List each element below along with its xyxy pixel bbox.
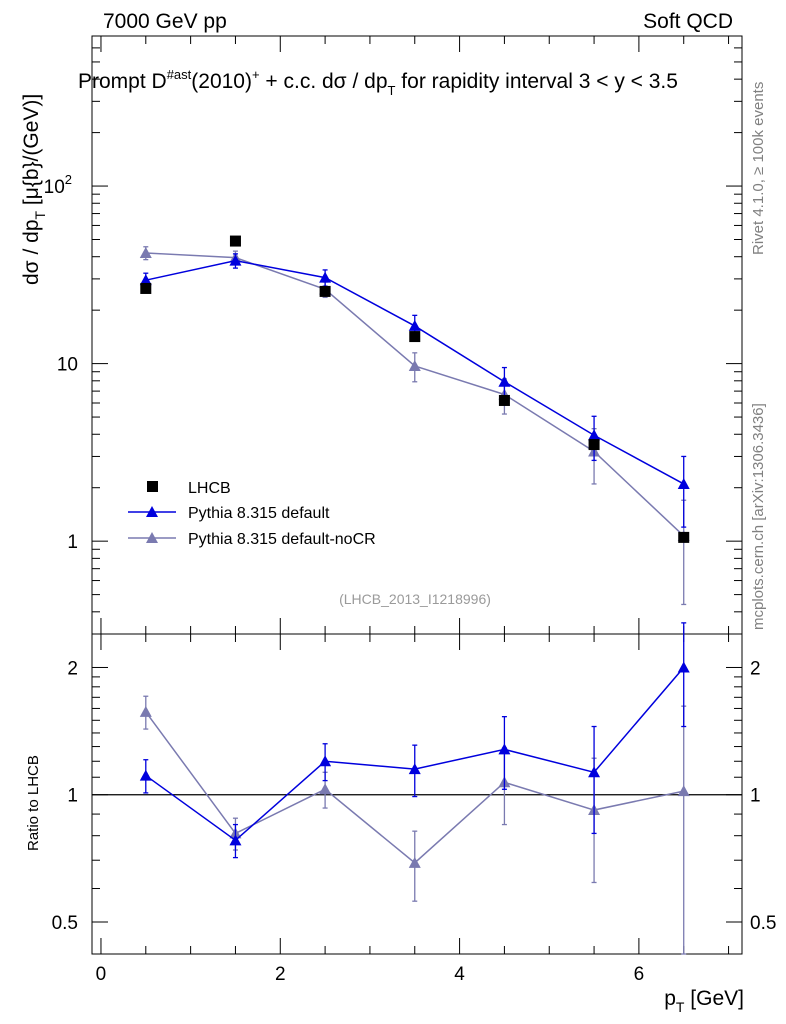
main-data-point: [678, 531, 690, 543]
mcplots-label: mcplots.cern.ch [arXiv:1306.3436]: [750, 403, 767, 630]
plot-title-sup: #ast: [167, 67, 192, 82]
main-data-point: [588, 439, 600, 451]
x-tick-label: 4: [454, 964, 465, 985]
main-data-point: [140, 282, 152, 294]
ratio-y-tick-label: 2: [67, 658, 78, 679]
analysis-watermark: (LHCB_2013_I1218996): [339, 591, 491, 607]
ratio-y-tick-label: 0.5: [52, 913, 78, 934]
main-data-point: [498, 394, 510, 406]
plot-title: Prompt D#ast(2010)+ + c.c. dσ / dpT for …: [78, 67, 678, 98]
axis-tick-labels: 0 2 4 6 1 10 102 0.5 0.5 1 1 2 2: [44, 172, 777, 985]
main-mc1-marker: [498, 375, 511, 387]
ratio-y-tick-label: 1: [67, 786, 78, 807]
ratio-plot-frame: [91, 633, 743, 955]
main-ylabel: dσ / dpT [μ{b}/(GeV)]: [20, 94, 48, 285]
ratio-mc2-marker: [677, 785, 690, 797]
x-axis-label-a: p: [664, 987, 676, 1010]
main-mc2-marker: [139, 246, 152, 258]
x-axis-label: pT [GeV]: [664, 987, 744, 1015]
ratio-mc1-marker: [498, 743, 511, 755]
header-left: 7000 GeV pp: [103, 10, 227, 33]
plot-title-b: (2010): [191, 70, 252, 93]
legend-marker-data: [147, 481, 158, 492]
ratio-y-tick-label-right: 0.5: [750, 913, 776, 934]
main-data-point: [409, 331, 421, 343]
main-mc1-marker: [677, 477, 690, 489]
x-tick-label: 6: [634, 964, 645, 985]
ratio-y-tick-label-right: 2: [750, 658, 761, 679]
main-data-point: [319, 285, 331, 297]
legend-label-mc2: Pythia 8.315 default-noCR: [188, 531, 376, 548]
y-tick-label: 1: [67, 532, 78, 553]
plot-title-d: for rapidity interval 3 < y < 3.5: [395, 70, 677, 93]
main-ylabel-a: dσ / dp: [20, 219, 43, 285]
main-ylabel-b: [μ{b}/(GeV)]: [20, 94, 43, 211]
header-right: Soft QCD: [643, 10, 733, 33]
ratio-mc1-marker: [229, 834, 242, 846]
y-tick-label: 102: [44, 172, 72, 198]
ratio-mc2-marker: [319, 783, 332, 795]
plot-title-c: + c.c. dσ / dp: [260, 70, 388, 93]
main-mc2-marker: [408, 359, 421, 371]
main-mc1-marker: [139, 274, 152, 286]
x-tick-label: 2: [275, 964, 286, 985]
x-axis-label-b: [GeV]: [684, 987, 744, 1010]
legend-label-mc1: Pythia 8.315 default: [188, 505, 330, 522]
main-ylabel-sub: T: [32, 210, 48, 219]
plot-title-a: Prompt D: [78, 70, 167, 93]
legend-marker-mc2: [146, 532, 158, 543]
main-mc1-marker: [588, 429, 601, 441]
ratio-mc1-marker: [139, 769, 152, 781]
y-tick-label-exp: 2: [65, 172, 72, 187]
main-mc1-marker: [408, 319, 421, 331]
main-mc1-marker: [319, 271, 332, 283]
ratio-mc2-marker: [408, 856, 421, 868]
legend: LHCB Pythia 8.315 default Pythia 8.315 d…: [128, 480, 376, 548]
ratio-y-tick-label-right: 1: [750, 786, 761, 807]
x-axis-label-sub: T: [676, 999, 685, 1015]
y-tick-label: 10: [57, 355, 78, 376]
ratio-mc1-marker: [319, 755, 332, 767]
ratio-plot-marks: [92, 622, 742, 955]
ratio-mc1-marker: [588, 766, 601, 778]
ratio-mc1-marker: [677, 661, 690, 673]
legend-label-data: LHCB: [188, 480, 231, 497]
x-tick-label: 0: [96, 964, 107, 985]
main-data-point: [229, 235, 241, 247]
legend-marker-mc1: [146, 506, 158, 517]
ratio-mc2-marker: [139, 705, 152, 717]
plot-title-sup2: +: [252, 67, 260, 82]
rivet-label: Rivet 4.1.0, ≥ 100k events: [750, 82, 767, 255]
ratio-mc1-marker: [408, 763, 421, 775]
plot-title-sub: T: [388, 83, 396, 98]
main-mc1-marker: [229, 254, 242, 266]
main-plot-marks: [139, 235, 690, 606]
ratio-ylabel: Ratio to LHCB: [25, 755, 42, 851]
